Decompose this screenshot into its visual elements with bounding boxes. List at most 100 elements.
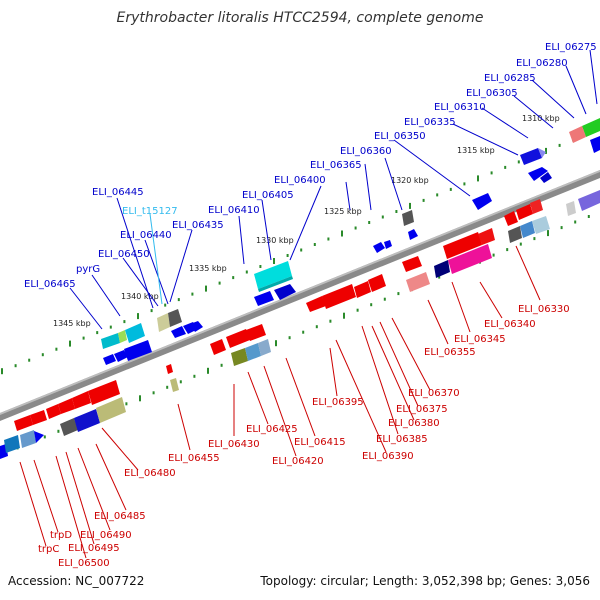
gene-arrow-reverse[interactable] (231, 348, 248, 366)
gene-arrow-forward[interactable] (101, 333, 120, 349)
gene-label[interactable]: ELI_06365 (310, 160, 362, 171)
gene-label[interactable]: ELI_06285 (484, 73, 536, 84)
trna-gene-label[interactable]: ELI_t15127 (122, 206, 178, 217)
gene-arrow-forward[interactable] (157, 313, 170, 332)
gene-label[interactable]: ELI_06390 (362, 451, 414, 462)
gene-arrow-forward[interactable] (540, 172, 552, 183)
gene-arrow-reverse[interactable] (530, 199, 543, 214)
gene-arrow-reverse[interactable] (402, 256, 422, 272)
gene-arrow-reverse[interactable] (46, 404, 61, 419)
gene-label[interactable]: ELI_06500 (58, 558, 110, 569)
gene-arrow-reverse[interactable] (504, 211, 518, 226)
gene-arrow-forward[interactable] (373, 242, 385, 253)
gene-label[interactable]: ELI_06435 (172, 220, 224, 231)
gene-label[interactable]: ELI_06490 (80, 530, 132, 541)
gene-arrow-forward[interactable] (114, 350, 128, 362)
gene-arrow-reverse[interactable] (166, 364, 173, 374)
gene-arrow-reverse[interactable] (566, 201, 576, 216)
gene-arrow-forward[interactable] (528, 167, 548, 181)
gene-arrow-forward[interactable] (103, 354, 116, 365)
gene-arrow-forward[interactable] (168, 309, 182, 327)
gene-arrow-forward[interactable] (569, 126, 586, 143)
gene-label[interactable]: ELI_06400 (274, 175, 326, 186)
gene-arrow-forward[interactable] (590, 136, 600, 153)
gene-arrow-forward[interactable] (274, 284, 296, 300)
gene-label[interactable]: trpC (38, 544, 59, 555)
gene-label[interactable]: ELI_06465 (24, 279, 76, 290)
gene-label[interactable]: ELI_06415 (294, 437, 346, 448)
gene-arrow-forward[interactable] (472, 193, 492, 210)
gene-arrow-reverse[interactable] (14, 415, 33, 431)
gene-arrow-forward[interactable] (258, 276, 293, 292)
gene-arrow-reverse[interactable] (578, 190, 600, 211)
gene-label[interactable]: ELI_06330 (518, 304, 570, 315)
gene-label[interactable]: ELI_06335 (404, 117, 456, 128)
gene-label[interactable]: ELI_06455 (168, 453, 220, 464)
gene-label[interactable]: ELI_06410 (208, 205, 260, 216)
gene-label[interactable]: ELI_06305 (466, 88, 518, 99)
gene-arrow-reverse[interactable] (74, 409, 100, 432)
gene-arrow-reverse[interactable] (246, 324, 266, 341)
gene-label[interactable]: ELI_06420 (272, 456, 324, 467)
gene-arrow-forward[interactable] (254, 291, 274, 306)
gene-label[interactable]: ELI_06485 (94, 511, 146, 522)
gene-arrow-forward[interactable] (124, 340, 152, 361)
gene-arrow-reverse[interactable] (532, 216, 550, 234)
gene-arrow-reverse[interactable] (368, 274, 386, 292)
gene-arrow-reverse[interactable] (306, 296, 326, 312)
gene-arrow-reverse[interactable] (72, 391, 91, 409)
gene-label[interactable]: ELI_06375 (396, 404, 448, 415)
gene-arrow-reverse[interactable] (258, 339, 271, 356)
gene-label[interactable]: ELI_06345 (454, 334, 506, 345)
gene-arrow-forward[interactable] (34, 431, 44, 443)
gene-arrow-reverse[interactable] (170, 378, 179, 392)
gene-arrow-reverse[interactable] (443, 232, 482, 259)
gene-label[interactable]: ELI_06425 (246, 424, 298, 435)
gene-label[interactable]: ELI_06495 (68, 543, 120, 554)
gene-arrow-forward[interactable] (582, 118, 600, 137)
gene-arrow-reverse[interactable] (210, 339, 226, 355)
gene-arrow-reverse[interactable] (406, 272, 430, 292)
gene-arrow-reverse[interactable] (58, 398, 75, 414)
gene-label[interactable]: ELI_06480 (124, 468, 176, 479)
gene-label[interactable]: ELI_06370 (408, 388, 460, 399)
gene-label[interactable]: ELI_06310 (434, 102, 486, 113)
gene-arrow-forward[interactable] (118, 330, 127, 343)
gene-label[interactable]: ELI_06355 (424, 347, 476, 358)
gene-arrow-reverse[interactable] (96, 397, 126, 423)
gene-label[interactable]: ELI_06340 (484, 319, 536, 330)
gene-arrow-reverse[interactable] (448, 244, 492, 274)
gene-label[interactable]: ELI_06350 (374, 131, 426, 142)
gene-arrow-reverse[interactable] (434, 260, 450, 278)
gene-arrow-reverse[interactable] (245, 343, 261, 361)
gene-arrow-forward[interactable] (254, 261, 292, 289)
gene-arrow-reverse[interactable] (88, 380, 120, 405)
gene-arrow-forward[interactable] (384, 240, 392, 249)
gene-arrow-reverse[interactable] (322, 284, 356, 309)
gene-label[interactable]: ELI_06385 (376, 434, 428, 445)
gene-arrow-forward[interactable] (125, 323, 145, 343)
gene-label[interactable]: ELI_06450 (98, 249, 150, 260)
gene-arrow-forward[interactable] (171, 326, 186, 338)
gene-arrow-reverse[interactable] (516, 204, 533, 220)
gene-arrow-forward[interactable] (520, 148, 542, 165)
gene-arrow-reverse[interactable] (60, 418, 78, 436)
gene-arrow-reverse[interactable] (354, 281, 371, 298)
gene-arrow-reverse[interactable] (520, 221, 535, 238)
gene-label[interactable]: ELI_06280 (516, 58, 568, 69)
gene-arrow-forward[interactable] (190, 321, 203, 332)
gene-arrow-forward[interactable] (402, 210, 414, 226)
gene-label[interactable]: pyrG (76, 264, 100, 275)
gene-label[interactable]: ELI_06360 (340, 146, 392, 157)
gene-label[interactable]: trpD (50, 530, 72, 541)
gene-label[interactable]: ELI_06440 (120, 230, 172, 241)
gene-arrow-reverse[interactable] (226, 329, 250, 348)
gene-label[interactable]: ELI_06430 (208, 439, 260, 450)
gene-label[interactable]: ELI_06380 (388, 418, 440, 429)
gene-arrow-forward[interactable] (20, 430, 36, 448)
gene-arrow-reverse[interactable] (30, 410, 47, 425)
gene-arrow-reverse[interactable] (508, 226, 522, 243)
gene-arrow-reverse[interactable] (478, 228, 495, 245)
gene-label[interactable]: ELI_06275 (545, 42, 597, 53)
gene-arrow-forward[interactable] (538, 148, 546, 158)
